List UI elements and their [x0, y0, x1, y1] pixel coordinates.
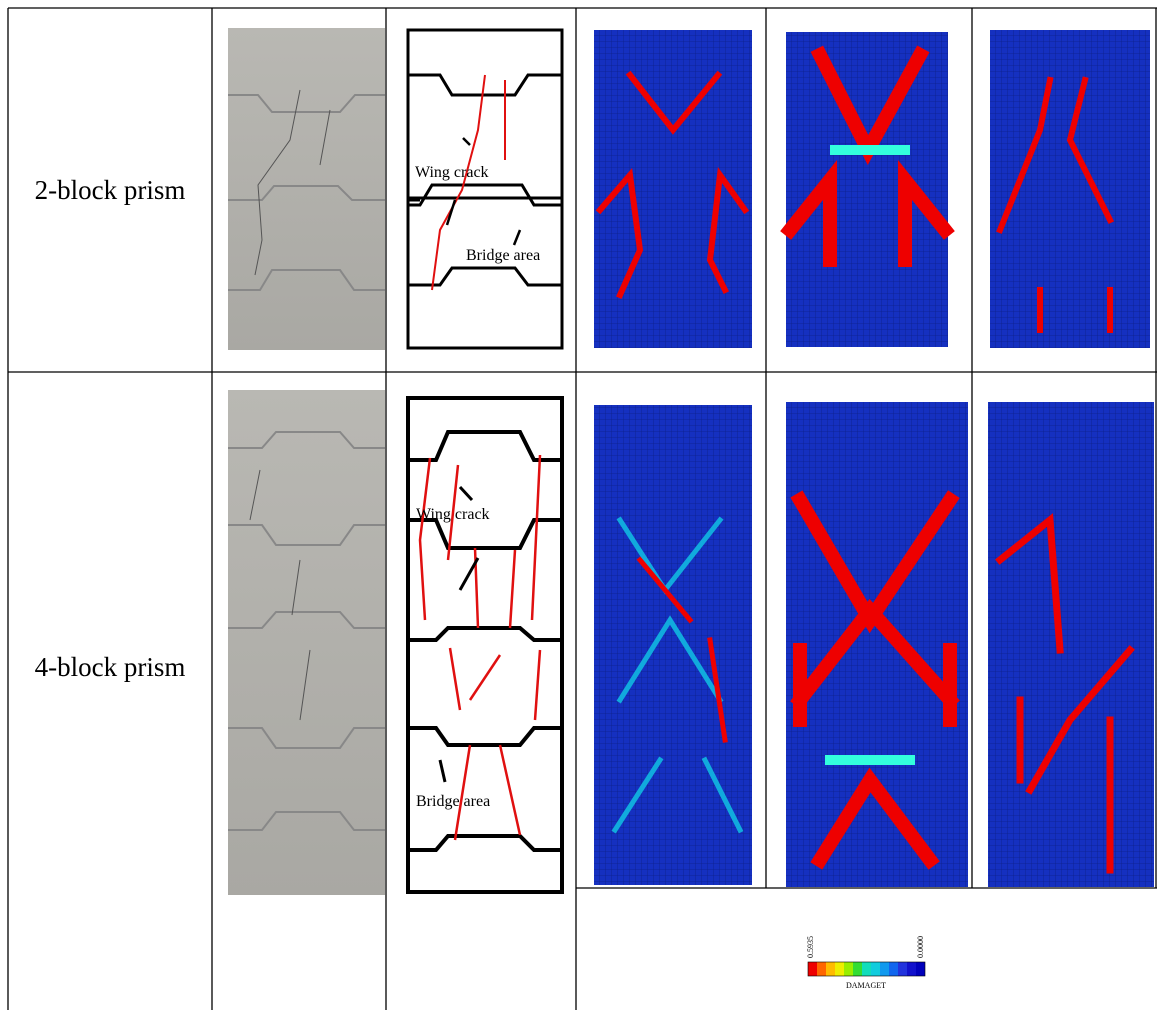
- sketch-label: Bridge area: [416, 793, 490, 810]
- table-grid: [8, 8, 1157, 1010]
- sketch-label: Wing crack: [416, 506, 490, 523]
- photo: [228, 28, 385, 895]
- page: 2-block prism 4-block prism Wing crack B…: [0, 0, 1157, 1010]
- fe-contour: [594, 30, 1154, 887]
- legend-bar: [808, 962, 925, 976]
- legend-max: 0.5935: [806, 936, 815, 958]
- row-label: 4-block prism: [35, 652, 186, 682]
- figure: 2-block prism 4-block prism Wing crack B…: [0, 0, 1157, 1010]
- sketch-label: Wing crack: [415, 164, 489, 181]
- row-label: 2-block prism: [35, 175, 186, 205]
- legend-min: 0.0000: [916, 936, 925, 958]
- sketch: [408, 30, 562, 892]
- legend-title: DAMAGET: [846, 981, 886, 990]
- sketch-label: Bridge area: [466, 247, 540, 264]
